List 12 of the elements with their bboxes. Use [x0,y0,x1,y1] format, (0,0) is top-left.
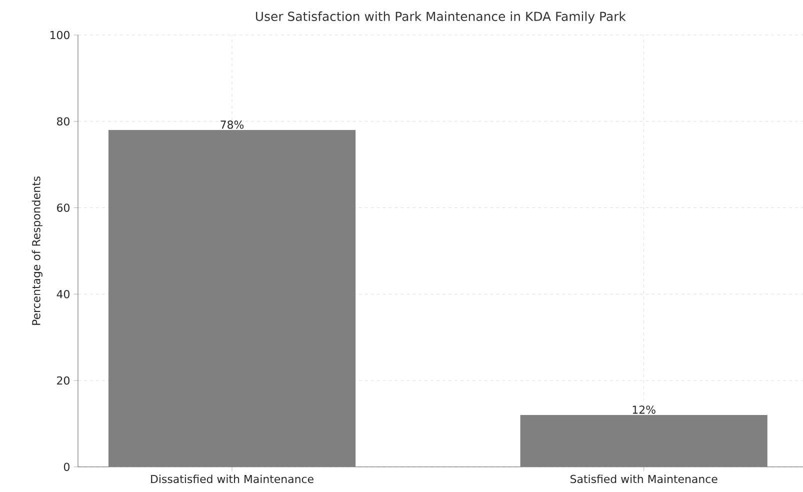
y-tick-label: 40 [56,290,70,298]
y-tick-label: 20 [57,376,70,385]
y-tick-label: 100 [50,30,70,40]
data-label: 78% [220,120,244,129]
y-tick-label: 80 [57,117,70,126]
y-axis-title: Percentage of Respondents [32,176,42,325]
x-tick-label: Satisfied with Maintenance [570,474,718,484]
x-tick-label: Dissatisfied with Maintenance [151,474,314,484]
y-tick-label: 60 [57,204,70,212]
data-label: 12% [632,406,656,414]
y-tick-label: 0 [64,462,70,472]
chart-title: User Satisfaction with Park Maintenance in KDA Family Park [256,12,626,24]
